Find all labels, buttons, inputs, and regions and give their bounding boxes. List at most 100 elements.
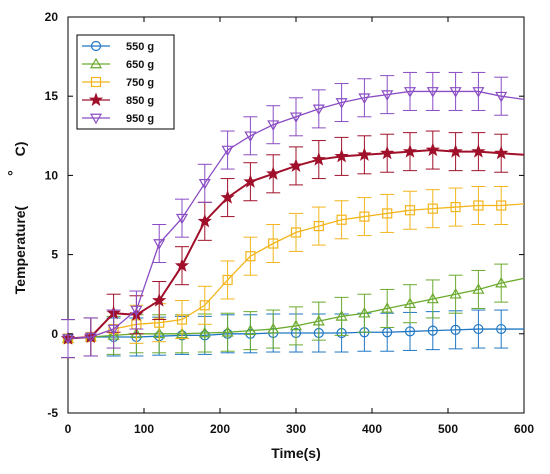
x-axis-ticks: 0 100 200 300 400 500 600 <box>65 17 534 436</box>
legend-label: 550 g <box>126 41 154 53</box>
data-point <box>267 322 280 334</box>
y-axis-ticks: -5 0 5 10 15 20 <box>45 10 524 420</box>
y-axis-title: Temperature( ° C) <box>5 142 28 295</box>
x-tick-label: 200 <box>210 422 230 436</box>
data-point <box>174 258 190 272</box>
y-tick-label: -5 <box>47 406 58 420</box>
data-point <box>198 326 211 338</box>
data-point <box>313 220 324 232</box>
data-point <box>312 104 325 116</box>
data-point <box>471 144 486 158</box>
x-tick-label: 0 <box>65 422 72 436</box>
x-tick-label: 400 <box>362 422 382 436</box>
data-point <box>220 190 235 204</box>
data-point <box>381 90 394 101</box>
legend-label: 850 g <box>126 95 154 107</box>
data-point <box>243 174 258 188</box>
data-point <box>311 152 326 166</box>
data-point <box>403 87 417 98</box>
x-axis-title: Time(s) <box>271 445 321 461</box>
data-point <box>450 201 461 213</box>
data-point <box>402 144 418 158</box>
data-point <box>61 334 75 345</box>
data-point <box>290 227 302 238</box>
series-950-g <box>61 71 525 359</box>
data-point <box>222 274 233 286</box>
data-point <box>426 87 439 98</box>
y-axis-title-prefix: Temperature( <box>12 205 28 294</box>
x-tick-label: 500 <box>438 422 458 436</box>
data-point <box>175 213 189 225</box>
legend-marker <box>89 57 103 69</box>
y-axis-title-unit: C) <box>12 142 28 157</box>
data-point <box>425 142 440 157</box>
data-point <box>244 324 257 335</box>
legend-marker <box>89 113 103 125</box>
data-point <box>312 314 325 326</box>
data-point <box>130 305 143 317</box>
legend-label: 650 g <box>126 59 154 71</box>
legend-marker <box>88 92 104 107</box>
data-point <box>289 319 303 331</box>
data-point <box>334 148 349 163</box>
data-point <box>358 93 371 104</box>
data-point <box>495 91 508 103</box>
data-point <box>403 297 417 309</box>
data-point <box>359 211 370 222</box>
data-point <box>289 112 303 124</box>
data-point <box>426 292 439 304</box>
legend-label: 950 g <box>126 113 154 125</box>
data-point <box>381 302 394 313</box>
x-tick-label: 600 <box>514 422 534 436</box>
y-axis-title-degree: ° <box>5 170 21 176</box>
data-point <box>335 98 348 109</box>
data-point <box>496 323 507 335</box>
data-point <box>244 131 257 143</box>
y-tick-label: 20 <box>45 10 59 24</box>
data-point <box>107 324 120 336</box>
data-point <box>357 147 372 161</box>
data-point <box>358 306 371 318</box>
data-point <box>449 287 462 299</box>
data-point <box>245 251 256 262</box>
series-650-g <box>61 263 525 359</box>
data-point <box>496 200 507 211</box>
data-point <box>404 205 416 216</box>
y-tick-label: 5 <box>51 248 58 262</box>
data-point <box>266 166 281 180</box>
data-point <box>153 239 166 250</box>
data-point <box>472 283 485 294</box>
data-point <box>221 145 234 157</box>
data-point <box>448 144 463 158</box>
data-point <box>199 300 210 311</box>
data-point <box>197 213 212 228</box>
x-tick-label: 300 <box>286 422 306 436</box>
data-point <box>382 208 393 219</box>
data-point <box>427 203 438 214</box>
data-point <box>450 324 461 335</box>
data-point <box>380 145 395 160</box>
data-point <box>198 178 211 190</box>
data-point <box>336 214 347 225</box>
data-point <box>449 87 462 98</box>
data-point <box>494 145 509 160</box>
data-point <box>335 310 348 321</box>
data-point <box>473 323 484 335</box>
data-point <box>427 325 438 336</box>
legend-label: 750 g <box>126 77 154 89</box>
data-point <box>473 200 484 211</box>
x-tick-label: 100 <box>134 422 154 436</box>
data-point <box>152 293 167 307</box>
legend: 550 g 650 g 750 g 850 g 950 g <box>76 34 175 130</box>
data-point <box>288 158 304 172</box>
y-tick-label: 10 <box>45 168 59 182</box>
legend-marker <box>90 40 102 52</box>
data-point <box>472 87 485 98</box>
data-point <box>221 326 234 337</box>
data-point <box>404 326 416 337</box>
data-point <box>268 238 279 249</box>
data-point <box>176 314 188 325</box>
data-point <box>495 276 508 288</box>
